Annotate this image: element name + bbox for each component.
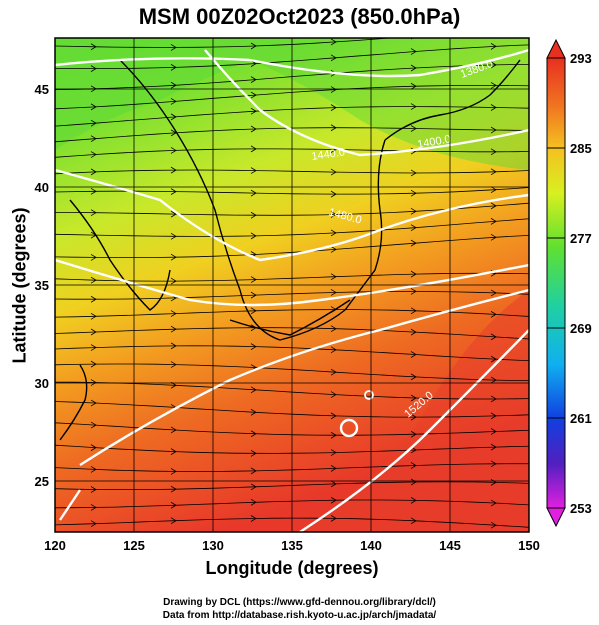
colorbar-tick-label: 269 <box>570 321 592 336</box>
contour-label-1440: 1440.0 <box>311 146 346 163</box>
streamline <box>55 85 529 110</box>
colorbar: 293 285 277 269 261 253 <box>546 38 592 528</box>
x-tick-label: 135 <box>281 538 303 553</box>
chart-title: MSM 00Z02Oct2023 (850.0hPa) <box>138 4 461 29</box>
x-tick-label: 145 <box>439 538 461 553</box>
streamline <box>55 234 529 258</box>
streamline <box>55 187 529 195</box>
x-tick-label: 130 <box>202 538 224 553</box>
streamline <box>55 381 529 400</box>
colorbar-bottom-arrow <box>546 507 566 528</box>
streamline <box>55 345 529 362</box>
contour-label-1400: 1400.0 <box>416 133 451 151</box>
streamline <box>55 401 529 418</box>
typhoon-contour <box>339 418 359 438</box>
streamline <box>55 444 529 454</box>
colorbar-tick-label: 261 <box>570 411 592 426</box>
credit-line-drawing: Drawing by DCL (https://www.gfd-dennou.o… <box>163 597 436 608</box>
streamline <box>55 127 529 143</box>
streamline <box>55 218 529 237</box>
streamline <box>55 290 529 300</box>
colorbar-ticks: 293 285 277 269 261 253 <box>547 51 592 516</box>
y-tick-label: 40 <box>35 180 49 195</box>
colorbar-tick-label: 277 <box>570 231 592 246</box>
streamline <box>55 38 396 48</box>
streamline-arrow <box>491 27 496 33</box>
x-tick-label: 120 <box>44 538 66 553</box>
y-tick-label: 45 <box>35 82 49 97</box>
plot-frame <box>54 37 530 533</box>
x-axis-label: Longitude (degrees) <box>205 558 379 578</box>
y-tick-label: 35 <box>35 278 49 293</box>
x-tick-label: 150 <box>518 538 540 553</box>
x-tick-label: 125 <box>123 538 145 553</box>
typhoon-contour-inner <box>364 390 374 400</box>
credit-line-data: Data from http://database.rish.kyoto-u.a… <box>162 610 437 621</box>
warm-region <box>300 290 529 532</box>
streamline <box>55 463 529 472</box>
streamline <box>55 517 529 528</box>
streamline <box>55 63 529 90</box>
y-tick-label: 30 <box>35 376 49 391</box>
streamline <box>55 169 529 175</box>
streamline <box>55 309 529 318</box>
y-tick-label: 25 <box>35 474 49 489</box>
cool-region <box>55 38 529 170</box>
streamline <box>55 363 529 382</box>
streamline <box>55 499 529 509</box>
streamline <box>55 272 529 282</box>
x-tick-label: 140 <box>360 538 382 553</box>
streamline <box>55 44 529 69</box>
colorbar-tick-label: 253 <box>570 501 592 516</box>
streamline <box>55 106 529 127</box>
wind-streamlines <box>55 27 529 529</box>
y-axis-ticks: 25 30 35 40 45 <box>35 82 49 489</box>
streamline <box>55 422 529 436</box>
colorbar-tick-label: 285 <box>570 141 592 156</box>
streamline <box>55 148 529 158</box>
colorbar-tick-label: 293 <box>570 51 592 66</box>
streamline <box>55 327 529 340</box>
colorbar-top-arrow <box>546 38 566 59</box>
colorbar-body <box>546 57 566 509</box>
x-axis-ticks: 120 125 130 135 140 145 150 <box>44 538 540 553</box>
streamline <box>55 481 529 490</box>
